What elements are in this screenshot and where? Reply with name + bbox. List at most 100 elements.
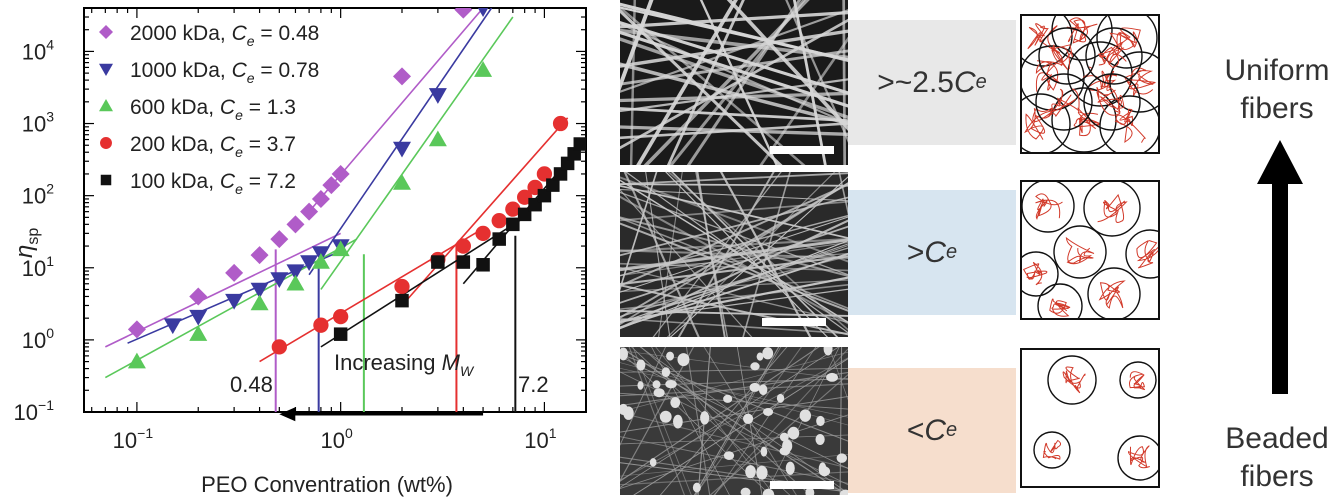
fiber: [620, 183, 848, 187]
coil-boundary: [1047, 355, 1097, 405]
bead: [839, 489, 848, 495]
ce-left-label: 0.48: [230, 372, 273, 397]
label-main: C: [924, 413, 947, 447]
fiber: [623, 172, 700, 337]
data-point: [454, 8, 473, 19]
legend-marker: [99, 25, 113, 39]
fiber: [620, 412, 848, 469]
bead: [823, 347, 833, 356]
data-point: [286, 215, 305, 234]
bead: [723, 394, 733, 403]
fiber: [620, 9, 848, 93]
coil-boundary: [1033, 431, 1071, 469]
legend-series-name: 1000 kDa,: [130, 59, 232, 82]
legend-label: 200 kDa, Ce = 3.7: [130, 133, 296, 160]
bead: [743, 413, 754, 424]
fiber: [620, 182, 848, 319]
data-point: [331, 240, 350, 257]
coil-boundary: [1119, 361, 1157, 399]
data-point: [313, 317, 329, 333]
scale-bar: [762, 318, 826, 326]
data-point: [428, 88, 447, 104]
legend-series-name: 600 kDa,: [130, 96, 220, 119]
dilute-fit-line: [320, 216, 526, 348]
fiber: [620, 368, 848, 418]
coil-boundary: [1109, 51, 1158, 113]
legend-ce-symbol: C: [232, 22, 248, 45]
data-point: [225, 293, 244, 310]
fiber: [842, 0, 847, 165]
sem-image-beaded: [620, 347, 848, 495]
data-point: [395, 293, 409, 308]
label-main: C: [953, 65, 976, 99]
bead: [799, 409, 812, 422]
fiber: [620, 214, 848, 277]
bead: [760, 446, 768, 457]
coil-boundary: [1051, 16, 1113, 61]
legend-marker: [99, 63, 113, 76]
fiber: [620, 347, 667, 447]
legend-ce-sub: e: [235, 107, 243, 123]
bead: [805, 487, 815, 495]
coil-boundary: [1022, 16, 1073, 67]
fiber: [699, 0, 778, 165]
bead: [670, 397, 681, 408]
fiber: [759, 36, 848, 165]
data-point: [271, 339, 287, 355]
bead: [787, 426, 800, 440]
coil-boundary: [1022, 93, 1071, 152]
data-point: [506, 217, 520, 232]
uniform-line2: fibers: [1240, 92, 1314, 125]
data-point: [573, 137, 586, 151]
data-point: [189, 287, 208, 306]
bead: [756, 465, 768, 480]
fiber: [620, 11, 848, 29]
dilute-fit-line: [104, 238, 358, 379]
label-sub: e: [975, 71, 987, 93]
data-point: [392, 67, 411, 86]
data-point: [322, 176, 341, 195]
fiber: [620, 37, 848, 120]
x-tick-label: 100: [321, 425, 353, 453]
data-point: [127, 320, 146, 339]
data-point: [474, 61, 493, 77]
data-point: [286, 274, 305, 291]
polymer-chain: [1124, 67, 1156, 98]
legend-ce-symbol: C: [220, 170, 236, 193]
fiber: [620, 351, 848, 412]
dilute-fit-line: [259, 227, 484, 363]
legend-ce-symbol: C: [220, 133, 236, 156]
increasing-mw-label: Increasing MW: [334, 350, 475, 379]
fiber: [620, 184, 848, 239]
fiber: [620, 216, 848, 277]
fiber: [693, 347, 780, 495]
coil-boundary: [1099, 95, 1158, 152]
data-point: [491, 213, 507, 229]
data-point: [477, 8, 489, 17]
x-tick-exponent: −1: [137, 425, 153, 441]
fiber: [628, 347, 685, 495]
concentrated-fit-line: [308, 8, 493, 276]
label-prefix: >~2.5: [877, 65, 954, 99]
label-prefix: >: [906, 235, 925, 269]
fiber: [620, 279, 848, 293]
legend-label: 1000 kDa, Ce = 0.78: [130, 59, 319, 86]
data-point: [392, 173, 411, 190]
chain-schematic-dense: [1020, 14, 1160, 154]
polymer-chain: [1129, 371, 1146, 391]
fiber: [620, 243, 848, 324]
fiber: [620, 239, 848, 272]
fiber: [620, 5, 806, 165]
polymer-chain: [1050, 44, 1073, 71]
fiber: [620, 122, 848, 140]
data-point: [189, 325, 208, 341]
sem-image-uniform: [620, 0, 848, 165]
fiber: [620, 284, 848, 336]
fiber: [640, 347, 812, 495]
increasing-mw-text: Increasing: [334, 350, 442, 375]
plot-area: [104, 8, 586, 412]
bead: [652, 380, 661, 389]
legend-marker: [100, 174, 112, 186]
fiber: [620, 347, 820, 482]
